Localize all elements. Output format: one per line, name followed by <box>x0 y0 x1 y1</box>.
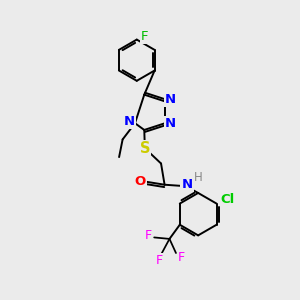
Text: S: S <box>140 141 150 156</box>
Text: F: F <box>141 30 149 43</box>
Text: Cl: Cl <box>220 193 235 206</box>
Text: F: F <box>178 251 185 264</box>
Text: F: F <box>145 229 152 242</box>
Text: N: N <box>182 178 193 191</box>
Text: N: N <box>165 93 176 106</box>
Text: H: H <box>194 171 203 184</box>
Text: N: N <box>124 115 135 128</box>
Text: O: O <box>135 175 146 188</box>
Text: F: F <box>155 254 162 267</box>
Text: N: N <box>165 117 176 130</box>
